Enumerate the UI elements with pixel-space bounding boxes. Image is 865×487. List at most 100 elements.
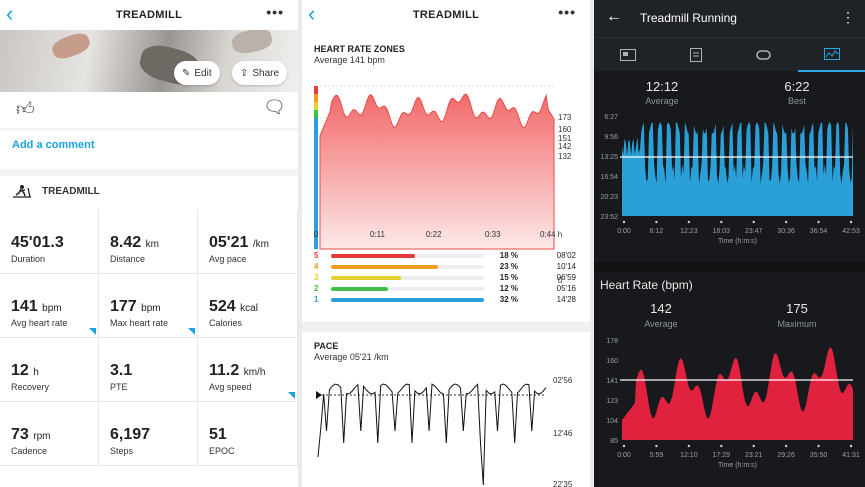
x-tick-dot [687, 220, 691, 224]
edit-button[interactable]: ✎ Edit [174, 61, 220, 85]
pace-y-tick: 02'56 [553, 376, 573, 385]
hr-zone-chart [314, 85, 555, 250]
back-chevron-icon[interactable]: ‹ [308, 1, 316, 26]
stat-value: 8.42 km [110, 234, 159, 252]
stat-cell[interactable]: 11.2 km/h Avg speed [198, 338, 298, 402]
zone-time: 08'02 [556, 251, 576, 260]
x-tick-label: 23:47 [745, 228, 763, 235]
x-tick-dot [784, 444, 788, 448]
stat-value: 3.1 [110, 362, 132, 380]
zone-band-1 [314, 118, 318, 249]
tab-laps[interactable] [730, 38, 798, 72]
stat-cell[interactable]: 05'21 /km Avg pace [198, 210, 298, 274]
laps-icon [756, 50, 771, 60]
stat-value: 45'01.3 [11, 234, 64, 252]
stat-value: 12 h [11, 362, 39, 380]
info-corner-icon [89, 328, 96, 335]
top-bar: ‹ TREADMILL ••• [302, 0, 590, 30]
stat-number: 8.42 [110, 234, 142, 251]
suunto-summary-panel: ‹ TREADMILL ••• ✎ Edit ⇪ Share 👍︎ 🗨︎ Add… [0, 0, 298, 487]
stat-number: 11.2 [209, 362, 240, 379]
section-separator [302, 322, 590, 332]
x-tick-label: 18:03 [713, 228, 731, 235]
zone-band-3 [314, 102, 318, 110]
garmin-hr-chart: 178 160 141 123 104 85 0:00 5:59 12:10 17:29 23:21… [606, 338, 860, 469]
y-tick-label: 85 [610, 438, 618, 445]
page-title: TREADMILL [115, 9, 183, 21]
comment-bubble-icon[interactable]: 🗨︎ [263, 97, 286, 117]
stat-cell[interactable]: 177 bpm Max heart rate [99, 274, 198, 338]
x-axis-label: Time (h:m:s) [718, 238, 757, 245]
hr-x-tick: 0:11 [370, 230, 385, 239]
stat-unit: kcal [240, 303, 258, 314]
tab-charts[interactable] [798, 38, 865, 72]
hr-y-tick: 151 [558, 133, 572, 143]
stat-cell[interactable]: 45'01.3 Duration [0, 210, 99, 274]
stat-number: 6,197 [110, 426, 151, 443]
stat-cell[interactable]: 3.1 PTE [99, 338, 198, 402]
top-bar: ‹ TREADMILL ••• [0, 0, 298, 30]
stat-cell[interactable]: 524 kcal Calories [198, 274, 298, 338]
stat-value: 73 rpm [11, 426, 50, 444]
pace-card: PACE Average 05'21 /km 02'56 12'46 22'35 [302, 332, 590, 487]
pace-area-series [622, 122, 853, 216]
more-vert-icon[interactable]: ⋮ [841, 9, 855, 25]
hr-max-label: Maximum [777, 319, 817, 329]
stat-number: 177 [110, 298, 137, 315]
zone-bar-fill [331, 265, 439, 269]
y-tick-label: 13:25 [600, 154, 618, 161]
add-comment-link[interactable]: Add a comment [12, 139, 95, 151]
stat-cell[interactable]: 51 EPOC [198, 402, 298, 466]
zone-bar-fill [331, 298, 484, 302]
comment-row[interactable]: Add a comment [0, 131, 298, 169]
stat-number: 51 [209, 426, 227, 443]
stat-cell[interactable]: 141 bpm Avg heart rate [0, 274, 99, 338]
stats-header: TREADMILL [12, 184, 100, 198]
x-tick-label: 35:50 [810, 452, 828, 459]
stat-cell[interactable]: 6,197 Steps [99, 402, 198, 466]
x-tick-label: 41:31 [842, 452, 860, 459]
stat-label: Distance [110, 254, 146, 264]
stat-cell[interactable]: 8.42 km Distance [99, 210, 198, 274]
stat-label: Cadence [11, 446, 48, 456]
hr-area-series [319, 93, 555, 250]
share-button[interactable]: ⇪ Share [232, 61, 288, 85]
zone-time: 14'28 [556, 295, 576, 304]
pace-average-value: 12:12 [645, 79, 679, 94]
heart-rate-title: Heart Rate (bpm) [600, 278, 693, 292]
notes-icon [690, 48, 702, 62]
y-tick-label: 160 [606, 358, 618, 365]
page-title: TREADMILL [412, 9, 480, 21]
tab-summary[interactable] [594, 38, 662, 72]
thumbs-up-icon[interactable]: 👍︎ [16, 99, 35, 119]
x-tick-dot [720, 444, 723, 448]
zone-bar-track [331, 265, 484, 269]
tab-notes[interactable] [662, 38, 730, 72]
stat-value: 11.2 km/h [209, 362, 265, 380]
hr-average-label: Average [644, 319, 678, 329]
zone-percent: 18 % [499, 251, 518, 260]
stat-cell[interactable]: 73 rpm Cadence [0, 402, 99, 466]
zone-time: 06'59 [556, 273, 576, 282]
hr-y-tick: 132 [558, 151, 572, 161]
reaction-row: 👍︎ 🗨︎ [0, 92, 298, 128]
x-tick-dot [817, 444, 820, 448]
more-options-button[interactable]: ••• [558, 4, 576, 20]
stat-label: Duration [11, 254, 46, 264]
zone-bar-track [331, 298, 484, 302]
zone-bar-fill [331, 276, 402, 280]
back-chevron-icon[interactable]: ‹ [6, 1, 14, 26]
y-tick-label: 178 [606, 338, 618, 345]
hr-y-tick: 173 [558, 113, 572, 122]
stat-label: PTE [110, 382, 128, 392]
more-options-button[interactable]: ••• [266, 4, 284, 20]
zone-number: 5 [314, 251, 319, 260]
back-arrow-icon[interactable]: ← [606, 8, 622, 25]
zone-percent: 12 % [499, 284, 518, 293]
stat-value: 51 [209, 426, 227, 444]
stat-number: 12 [11, 362, 29, 379]
hr-average-value: 142 [650, 301, 672, 316]
stat-cell[interactable]: 12 h Recovery [0, 338, 99, 402]
zone-percent: 15 % [499, 273, 518, 282]
